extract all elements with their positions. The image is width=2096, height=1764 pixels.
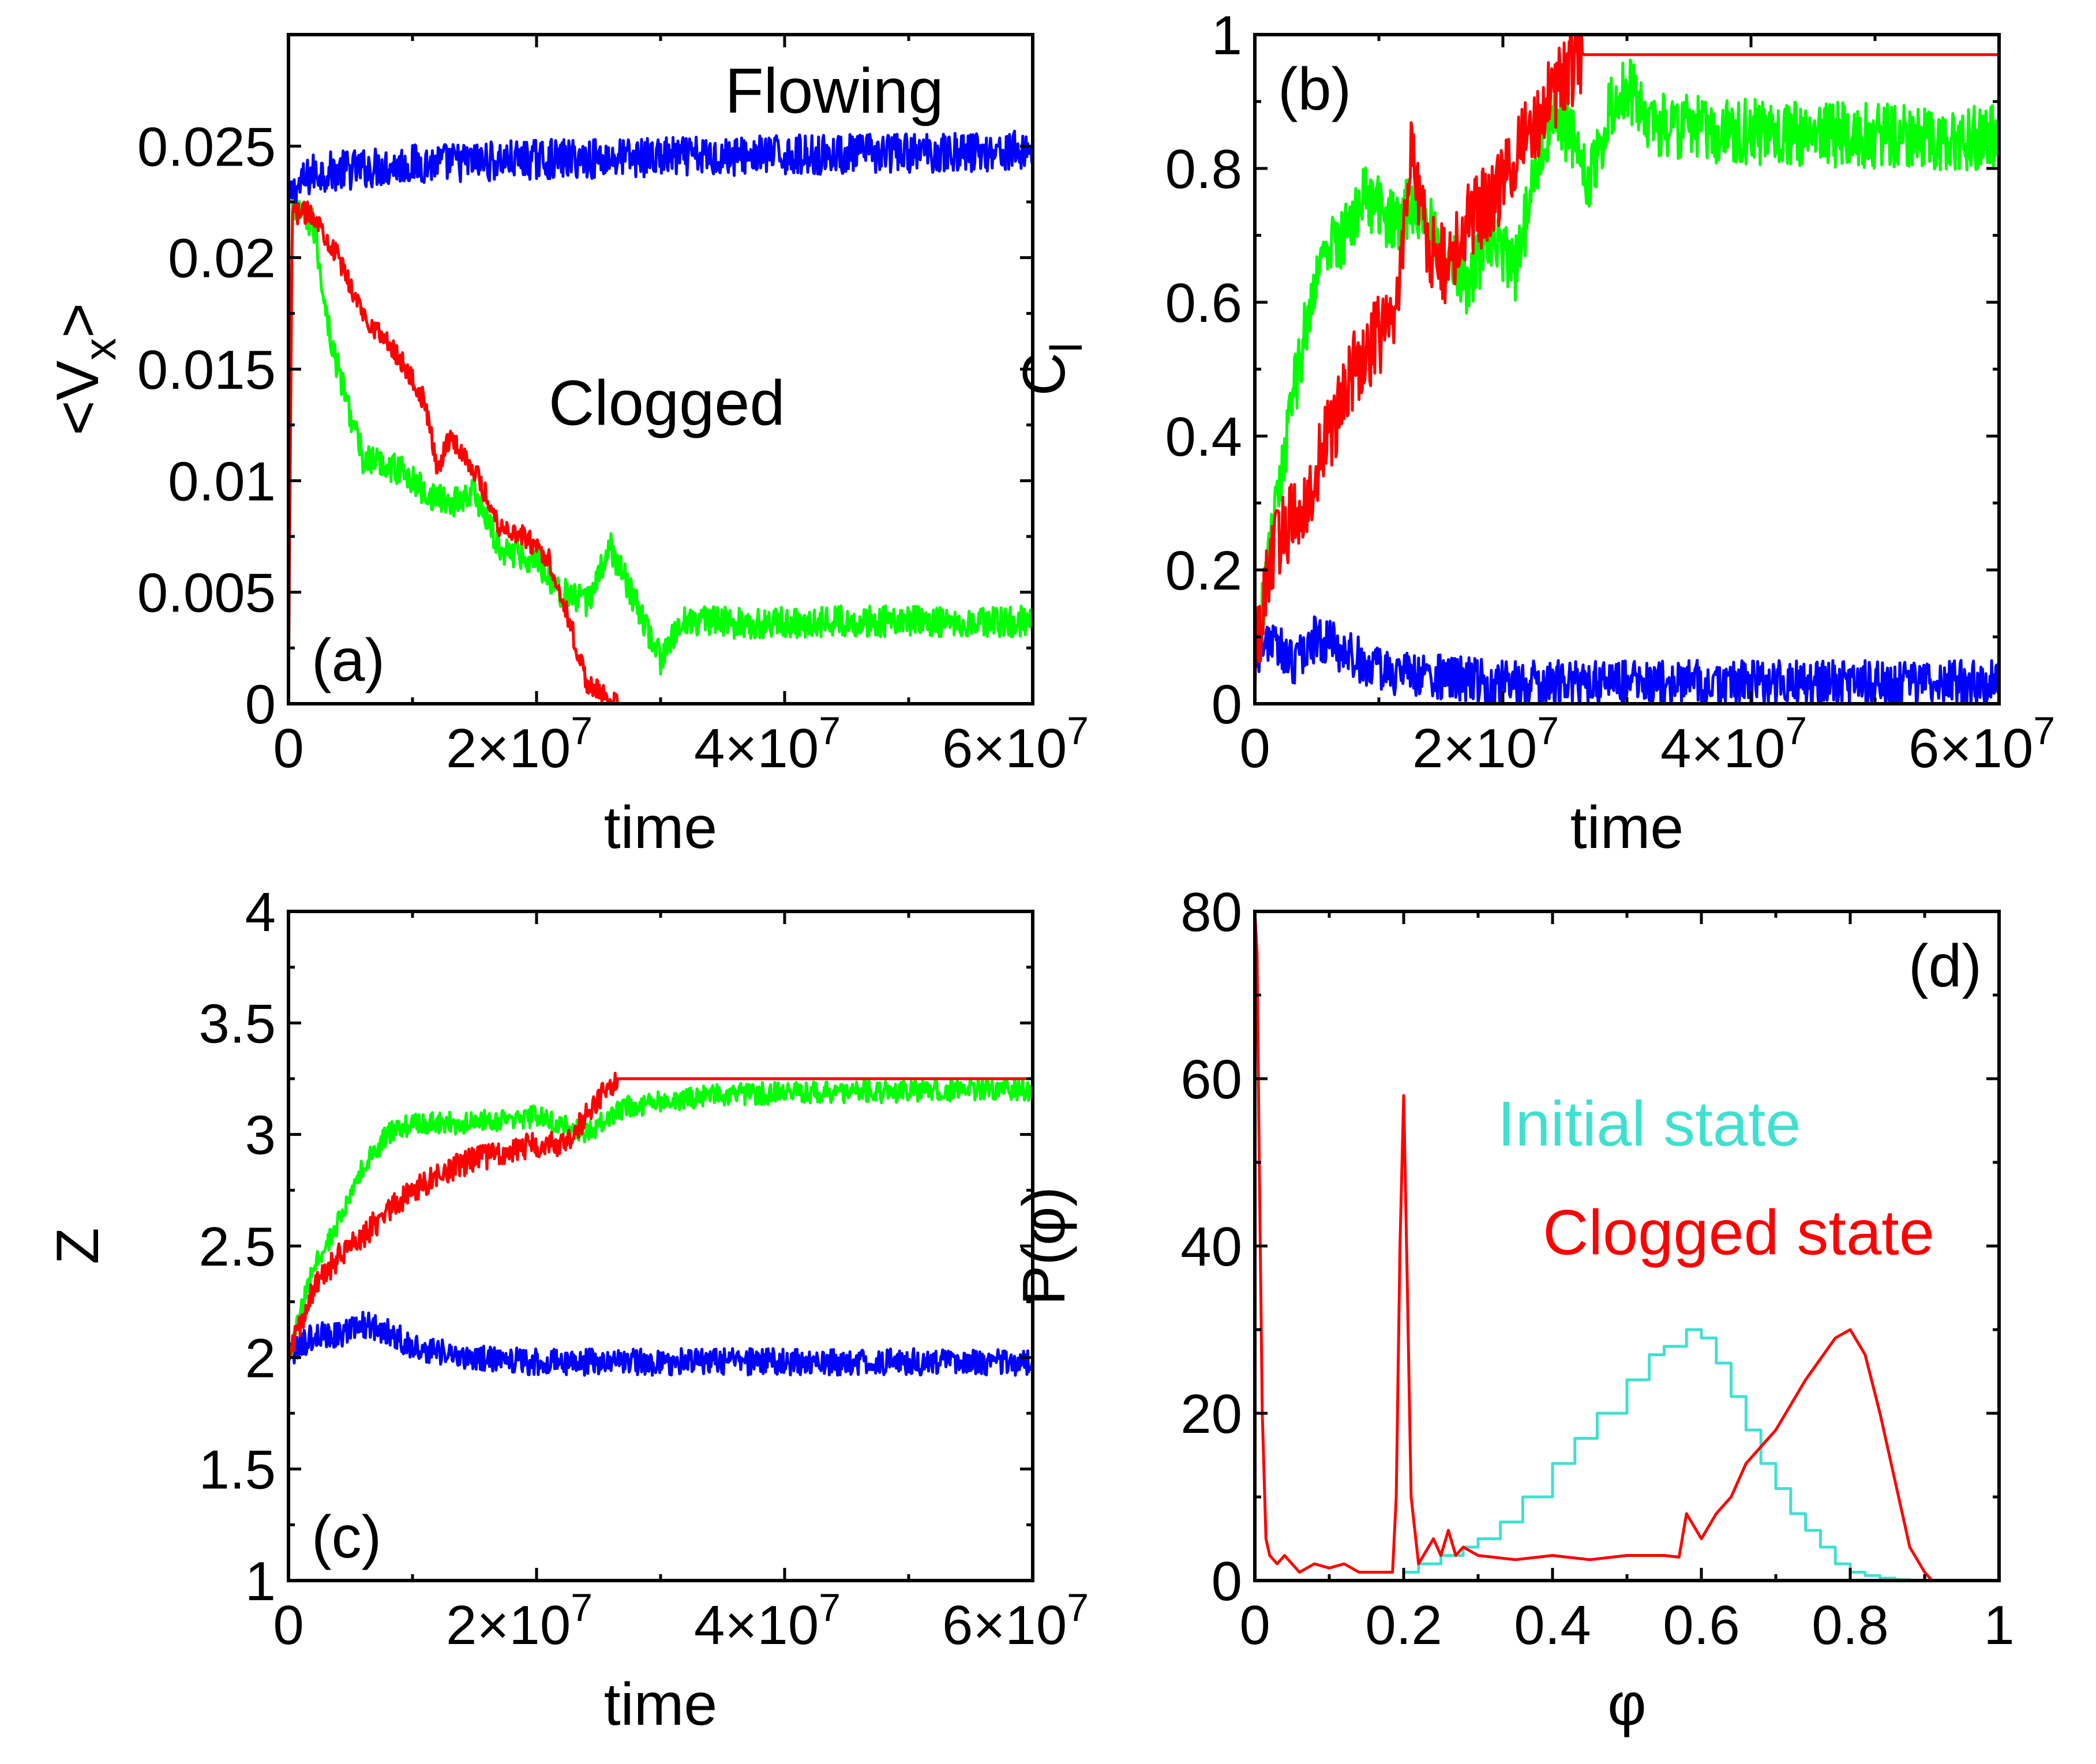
x-tick-label: 0 bbox=[1239, 718, 1270, 779]
x-tick-label: 6×107 bbox=[942, 1586, 1089, 1656]
y-tick-label: 40 bbox=[1180, 1216, 1242, 1278]
y-tick-label: 0 bbox=[245, 674, 276, 735]
panel-label: (c) bbox=[312, 1504, 381, 1571]
panel-c: 1 1.5 2 2.5 3 3.5 4 0 2×107 4×107 6×107 time Z (c) bbox=[44, 881, 1089, 1738]
y-axis-title: Cl bbox=[1011, 343, 1092, 396]
series-flowing-line bbox=[288, 1311, 1033, 1377]
y-tick-label: 20 bbox=[1180, 1383, 1242, 1445]
y-tick-label: 4 bbox=[245, 881, 276, 943]
y-axis-title: <Vx> bbox=[44, 303, 125, 436]
x-tick-label: 0.4 bbox=[1514, 1594, 1591, 1656]
y-tick-label: 60 bbox=[1180, 1049, 1242, 1110]
panel-a: 0 0.005 0.01 0.015 0.02 0.025 0 2×107 4×107 6×107… bbox=[44, 33, 1089, 861]
x-tick-label: 0 bbox=[273, 1594, 303, 1656]
panel-d: 0 20 40 60 80 0 0.2 0.4 0.6 0.8 1 φ P(φ) (d) Initial s… bbox=[1011, 881, 2015, 1738]
y-tick-label: 0.6 bbox=[1165, 272, 1242, 334]
x-tick-label: 0.6 bbox=[1663, 1594, 1739, 1656]
y-tick-label: 1 bbox=[245, 1551, 276, 1612]
x-axis-title: time bbox=[1570, 794, 1683, 861]
y-tick-label: 3 bbox=[245, 1105, 276, 1166]
y-axis-title: Z bbox=[44, 1228, 111, 1264]
series-clogged-2-line bbox=[288, 200, 1033, 704]
y-tick-label: 0.025 bbox=[137, 116, 276, 178]
panel-label: (b) bbox=[1278, 56, 1351, 123]
x-tick-label: 0.8 bbox=[1812, 1594, 1888, 1656]
panel-b: 0 0.2 0.4 0.6 0.8 1 0 2×107 4×107 6×107 time Cl (b) bbox=[1011, 5, 2055, 861]
y-tick-label: 0 bbox=[1212, 674, 1242, 735]
y-tick-label: 0.02 bbox=[168, 228, 276, 290]
y-tick-label: 0.005 bbox=[137, 562, 276, 624]
y-tick-label: 80 bbox=[1180, 881, 1242, 943]
series-flowing-line bbox=[1255, 615, 1999, 704]
series-clogged-1-line bbox=[288, 1077, 1033, 1360]
y-tick-label: 0.4 bbox=[1165, 406, 1242, 468]
series-clogged-state-line bbox=[1255, 911, 1933, 1581]
x-tick-label: 0 bbox=[273, 718, 303, 779]
y-tick-label: 0.2 bbox=[1165, 540, 1242, 602]
panel-label: (a) bbox=[312, 627, 385, 694]
x-tick-label: 2×107 bbox=[1412, 709, 1559, 779]
x-axis-title: time bbox=[604, 794, 717, 861]
y-tick-label: 0.01 bbox=[168, 451, 276, 512]
panel-label: (d) bbox=[1908, 933, 1982, 1000]
annotation-clogged-state: Clogged state bbox=[1543, 1198, 1934, 1268]
x-tick-label: 4×107 bbox=[1660, 709, 1807, 779]
y-tick-label: 3.5 bbox=[199, 993, 276, 1054]
x-tick-label: 4×107 bbox=[694, 1586, 841, 1656]
x-tick-label: 2×107 bbox=[446, 709, 593, 779]
y-tick-label: 1.5 bbox=[199, 1439, 276, 1501]
series-clogged-2-line bbox=[288, 1071, 1033, 1361]
x-tick-label: 4×107 bbox=[694, 709, 841, 779]
x-axis-title: φ bbox=[1607, 1671, 1646, 1738]
x-tick-label: 2×107 bbox=[446, 1586, 593, 1656]
y-tick-label: 0 bbox=[1212, 1551, 1242, 1612]
annotation-initial-state: Initial state bbox=[1498, 1089, 1801, 1159]
x-axis-title: time bbox=[604, 1671, 717, 1738]
annotation-clogged: Clogged bbox=[549, 368, 785, 439]
y-tick-label: 2 bbox=[245, 1327, 276, 1389]
series-clogged-1-line bbox=[288, 199, 1033, 699]
x-tick-label: 6×107 bbox=[942, 709, 1089, 779]
plot-frame bbox=[287, 910, 1034, 1582]
series-clogged-1-line bbox=[1255, 58, 1999, 701]
series-clogged-2-line bbox=[1255, 35, 1999, 704]
series-flowing-line bbox=[288, 129, 1033, 210]
x-tick-label: 0.2 bbox=[1365, 1594, 1442, 1656]
x-tick-label: 0 bbox=[1239, 1594, 1270, 1656]
annotation-flowing: Flowing bbox=[725, 55, 943, 126]
series-initial-state-line bbox=[1389, 1328, 1911, 1581]
y-tick-label: 0.8 bbox=[1165, 138, 1242, 200]
x-tick-label: 1 bbox=[1983, 1594, 2014, 1656]
y-tick-label: 0.015 bbox=[137, 339, 276, 401]
x-tick-label: 6×107 bbox=[1908, 709, 2055, 779]
y-tick-label: 1 bbox=[1212, 5, 1242, 66]
y-axis-title: P(φ) bbox=[1011, 1187, 1078, 1305]
y-tick-label: 2.5 bbox=[199, 1216, 276, 1278]
